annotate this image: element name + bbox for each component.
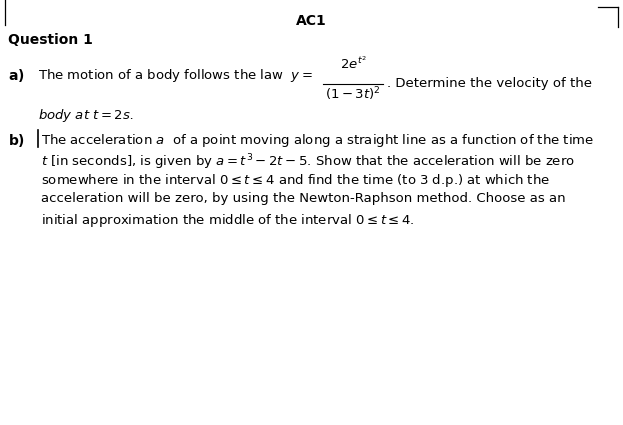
Text: . Determine the velocity of the: . Determine the velocity of the: [387, 76, 592, 90]
Text: $2e^{t^2}$: $2e^{t^2}$: [340, 55, 366, 72]
Text: The motion of a body follows the law  $y=$: The motion of a body follows the law $y=…: [38, 67, 313, 84]
Text: $\mathbf{b)}$: $\mathbf{b)}$: [8, 132, 25, 149]
Text: initial approximation the middle of the interval $0\leq t\leq4$.: initial approximation the middle of the …: [41, 212, 415, 229]
Text: acceleration will be zero, by using the Newton-Raphson method. Choose as an: acceleration will be zero, by using the …: [41, 192, 566, 205]
Text: somewhere in the interval $0\leq t\leq4$ and find the time (to 3 d.p.) at which : somewhere in the interval $0\leq t\leq4$…: [41, 172, 550, 189]
Text: $\mathbf{a)}$: $\mathbf{a)}$: [8, 67, 24, 84]
Text: $(1-3t)^2$: $(1-3t)^2$: [325, 85, 381, 102]
Text: Question 1: Question 1: [8, 33, 93, 47]
Text: The acceleration $a$  of a point moving along a straight line as a function of t: The acceleration $a$ of a point moving a…: [41, 132, 594, 149]
Text: $t$ [in seconds], is given by $a=t^3-2t-5$. Show that the acceleration will be z: $t$ [in seconds], is given by $a=t^3-2t-…: [41, 152, 575, 172]
Text: AC1: AC1: [296, 14, 326, 28]
Text: body at $t=2s$.: body at $t=2s$.: [38, 107, 134, 124]
